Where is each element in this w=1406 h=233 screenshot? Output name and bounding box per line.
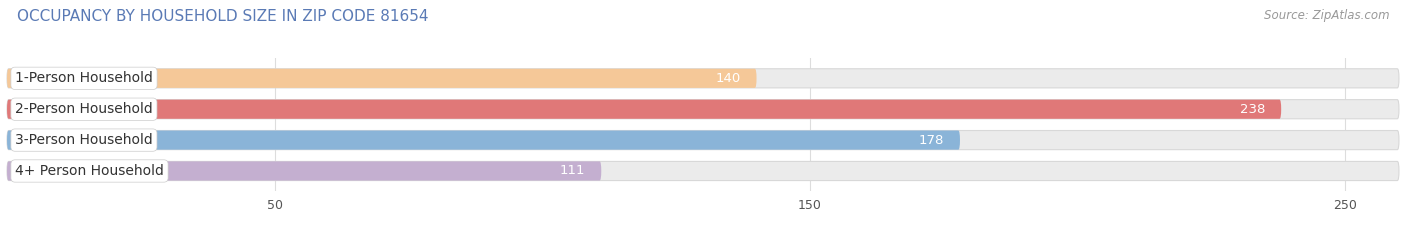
Text: 2-Person Household: 2-Person Household <box>15 102 153 116</box>
Text: Source: ZipAtlas.com: Source: ZipAtlas.com <box>1264 9 1389 22</box>
FancyBboxPatch shape <box>7 69 1399 88</box>
FancyBboxPatch shape <box>7 161 602 181</box>
Text: 140: 140 <box>716 72 741 85</box>
FancyBboxPatch shape <box>7 100 1399 119</box>
FancyBboxPatch shape <box>7 130 1399 150</box>
Text: 1-Person Household: 1-Person Household <box>15 71 153 85</box>
FancyBboxPatch shape <box>7 100 1281 119</box>
FancyBboxPatch shape <box>7 161 1399 181</box>
Text: OCCUPANCY BY HOUSEHOLD SIZE IN ZIP CODE 81654: OCCUPANCY BY HOUSEHOLD SIZE IN ZIP CODE … <box>17 9 429 24</box>
FancyBboxPatch shape <box>7 130 960 150</box>
Text: 111: 111 <box>560 164 585 178</box>
FancyBboxPatch shape <box>7 69 756 88</box>
Text: 4+ Person Household: 4+ Person Household <box>15 164 165 178</box>
Text: 178: 178 <box>918 134 943 147</box>
Text: 3-Person Household: 3-Person Household <box>15 133 153 147</box>
Text: 238: 238 <box>1240 103 1265 116</box>
